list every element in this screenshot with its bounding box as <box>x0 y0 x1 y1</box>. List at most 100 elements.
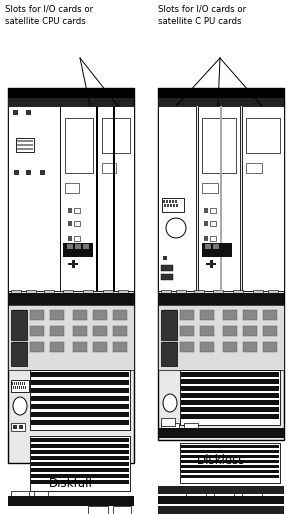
Bar <box>162 198 184 212</box>
Bar <box>202 243 232 257</box>
Bar <box>96 106 98 291</box>
Bar <box>13 342 27 352</box>
Bar <box>15 386 16 389</box>
Bar <box>17 386 18 389</box>
Bar <box>180 310 194 320</box>
Bar <box>123 98 131 104</box>
Bar <box>163 200 165 203</box>
Bar <box>242 492 262 502</box>
Bar <box>102 163 116 173</box>
Bar <box>19 386 20 389</box>
Bar <box>180 443 280 483</box>
Bar <box>167 204 169 207</box>
Bar <box>11 491 29 499</box>
Bar <box>200 310 214 320</box>
Bar <box>268 290 278 298</box>
Bar <box>31 438 129 442</box>
Bar <box>31 468 129 472</box>
Bar <box>184 423 198 431</box>
Bar <box>8 293 134 305</box>
Bar <box>74 208 80 213</box>
Bar <box>24 382 25 385</box>
Bar <box>113 506 131 514</box>
Bar <box>68 221 72 226</box>
Bar <box>181 372 279 377</box>
Bar <box>103 290 113 298</box>
Bar <box>83 244 89 249</box>
Bar <box>163 98 171 104</box>
Bar <box>93 342 107 352</box>
Bar <box>204 236 208 241</box>
Bar <box>161 290 171 298</box>
Bar <box>14 382 15 385</box>
Bar <box>8 88 134 463</box>
Bar <box>210 260 213 268</box>
Bar <box>19 425 23 429</box>
Bar <box>75 244 81 249</box>
Bar <box>172 200 174 203</box>
Bar <box>30 436 130 491</box>
Bar <box>22 382 23 385</box>
Bar <box>158 305 284 370</box>
Bar <box>113 310 127 320</box>
Bar <box>161 310 177 340</box>
Bar <box>93 310 107 320</box>
Bar <box>40 170 45 175</box>
Bar <box>68 236 72 241</box>
Bar <box>180 342 194 352</box>
Bar <box>181 414 279 419</box>
Bar <box>213 244 219 249</box>
Bar <box>74 236 80 241</box>
Bar <box>31 388 129 393</box>
Bar <box>158 496 284 504</box>
Bar <box>169 200 171 203</box>
Bar <box>158 293 284 305</box>
Bar <box>216 98 224 104</box>
Bar <box>210 221 216 226</box>
Bar <box>161 418 175 426</box>
Bar <box>194 290 204 298</box>
Bar <box>31 456 129 460</box>
Bar <box>158 88 284 440</box>
Bar <box>173 204 175 207</box>
Bar <box>158 506 284 514</box>
Bar <box>113 106 115 291</box>
Bar <box>263 310 277 320</box>
Bar <box>166 200 168 203</box>
Bar <box>181 379 279 384</box>
Bar <box>181 450 279 453</box>
Bar <box>74 221 80 226</box>
Bar <box>60 106 134 291</box>
Bar <box>20 382 21 385</box>
Bar <box>161 274 173 280</box>
Bar <box>11 290 21 298</box>
Bar <box>13 110 18 115</box>
Bar <box>205 244 211 249</box>
Bar <box>31 444 129 448</box>
Bar <box>68 263 78 265</box>
Bar <box>65 183 79 193</box>
Bar <box>113 342 127 352</box>
Bar <box>23 386 24 389</box>
Bar <box>176 204 178 207</box>
Bar <box>170 204 172 207</box>
Bar <box>13 310 27 320</box>
Bar <box>206 263 216 265</box>
Bar <box>67 244 73 249</box>
Bar <box>263 326 277 336</box>
Text: Diskless: Diskless <box>197 454 245 467</box>
Bar <box>181 455 279 458</box>
Bar <box>243 310 257 320</box>
Bar <box>158 88 284 98</box>
Bar <box>181 475 279 478</box>
Bar <box>88 506 108 514</box>
Bar <box>17 140 33 142</box>
Bar <box>68 208 72 213</box>
Bar <box>200 326 214 336</box>
Bar <box>253 290 263 298</box>
Bar <box>72 260 75 268</box>
Bar <box>11 423 25 431</box>
Bar <box>200 342 214 352</box>
Bar <box>31 474 129 478</box>
Bar <box>13 425 17 429</box>
